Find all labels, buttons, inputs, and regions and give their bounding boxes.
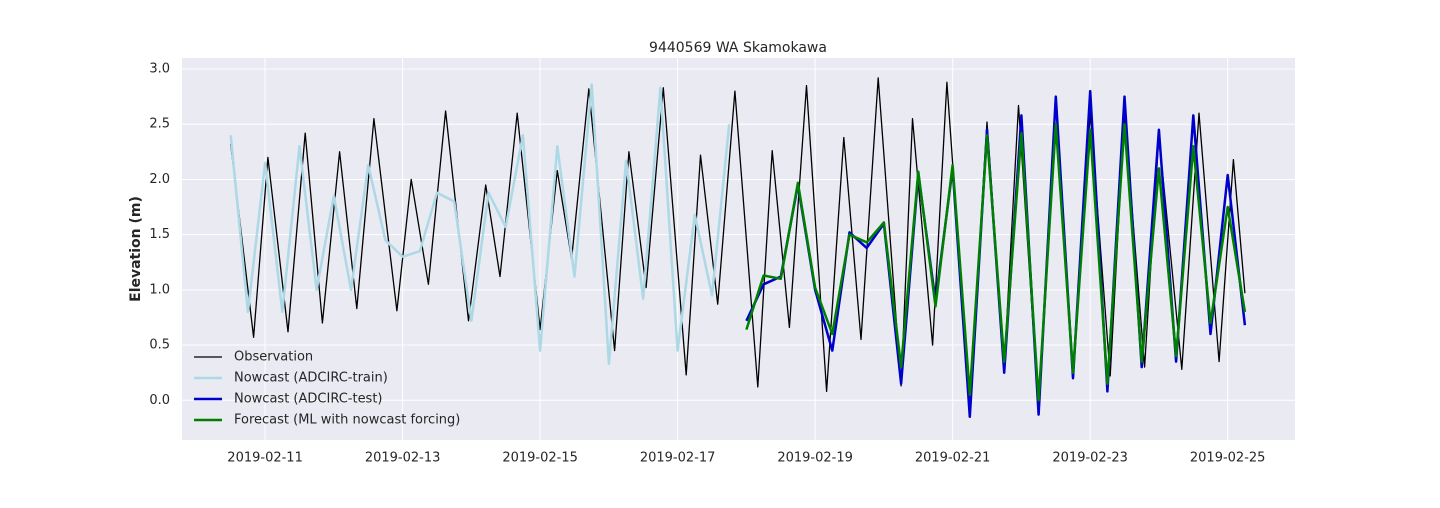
series-line [229,83,731,366]
x-tick-label: 2019-02-25 [1190,451,1266,466]
x-tick-label: 2019-02-17 [640,451,716,466]
x-tick-label: 2019-02-15 [502,451,578,466]
legend-label: Observation [234,350,313,365]
legend-label: Nowcast (ADCIRC-test) [234,392,383,407]
legend-label: Forecast (ML with nowcast forcing) [234,413,460,428]
x-tick-label: 2019-02-13 [365,451,441,466]
x-tick-label: 2019-02-19 [777,451,853,466]
x-tick-label: 2019-02-11 [227,451,303,466]
y-tick-label: 1.0 [149,282,170,297]
y-tick-label: 3.0 [149,62,170,77]
legend: Observation Nowcast (ADCIRC-train) Nowcast… [194,350,460,428]
chart-title: 9440569 WA Skamokawa [649,40,827,56]
y-tick-label: 2.5 [149,117,170,132]
y-tick-label: 0.5 [149,338,170,353]
y-axis-label: Elevation (m) [128,196,144,302]
y-tick-label: 0.0 [149,393,170,408]
y-tick-label: 1.5 [149,227,170,242]
x-tick-label: 2019-02-21 [915,451,991,466]
legend-label: Nowcast (ADCIRC-train) [234,371,388,386]
x-tick-label: 2019-02-23 [1052,451,1128,466]
y-tick-label: 2.0 [149,172,170,187]
series-line [745,122,1247,402]
